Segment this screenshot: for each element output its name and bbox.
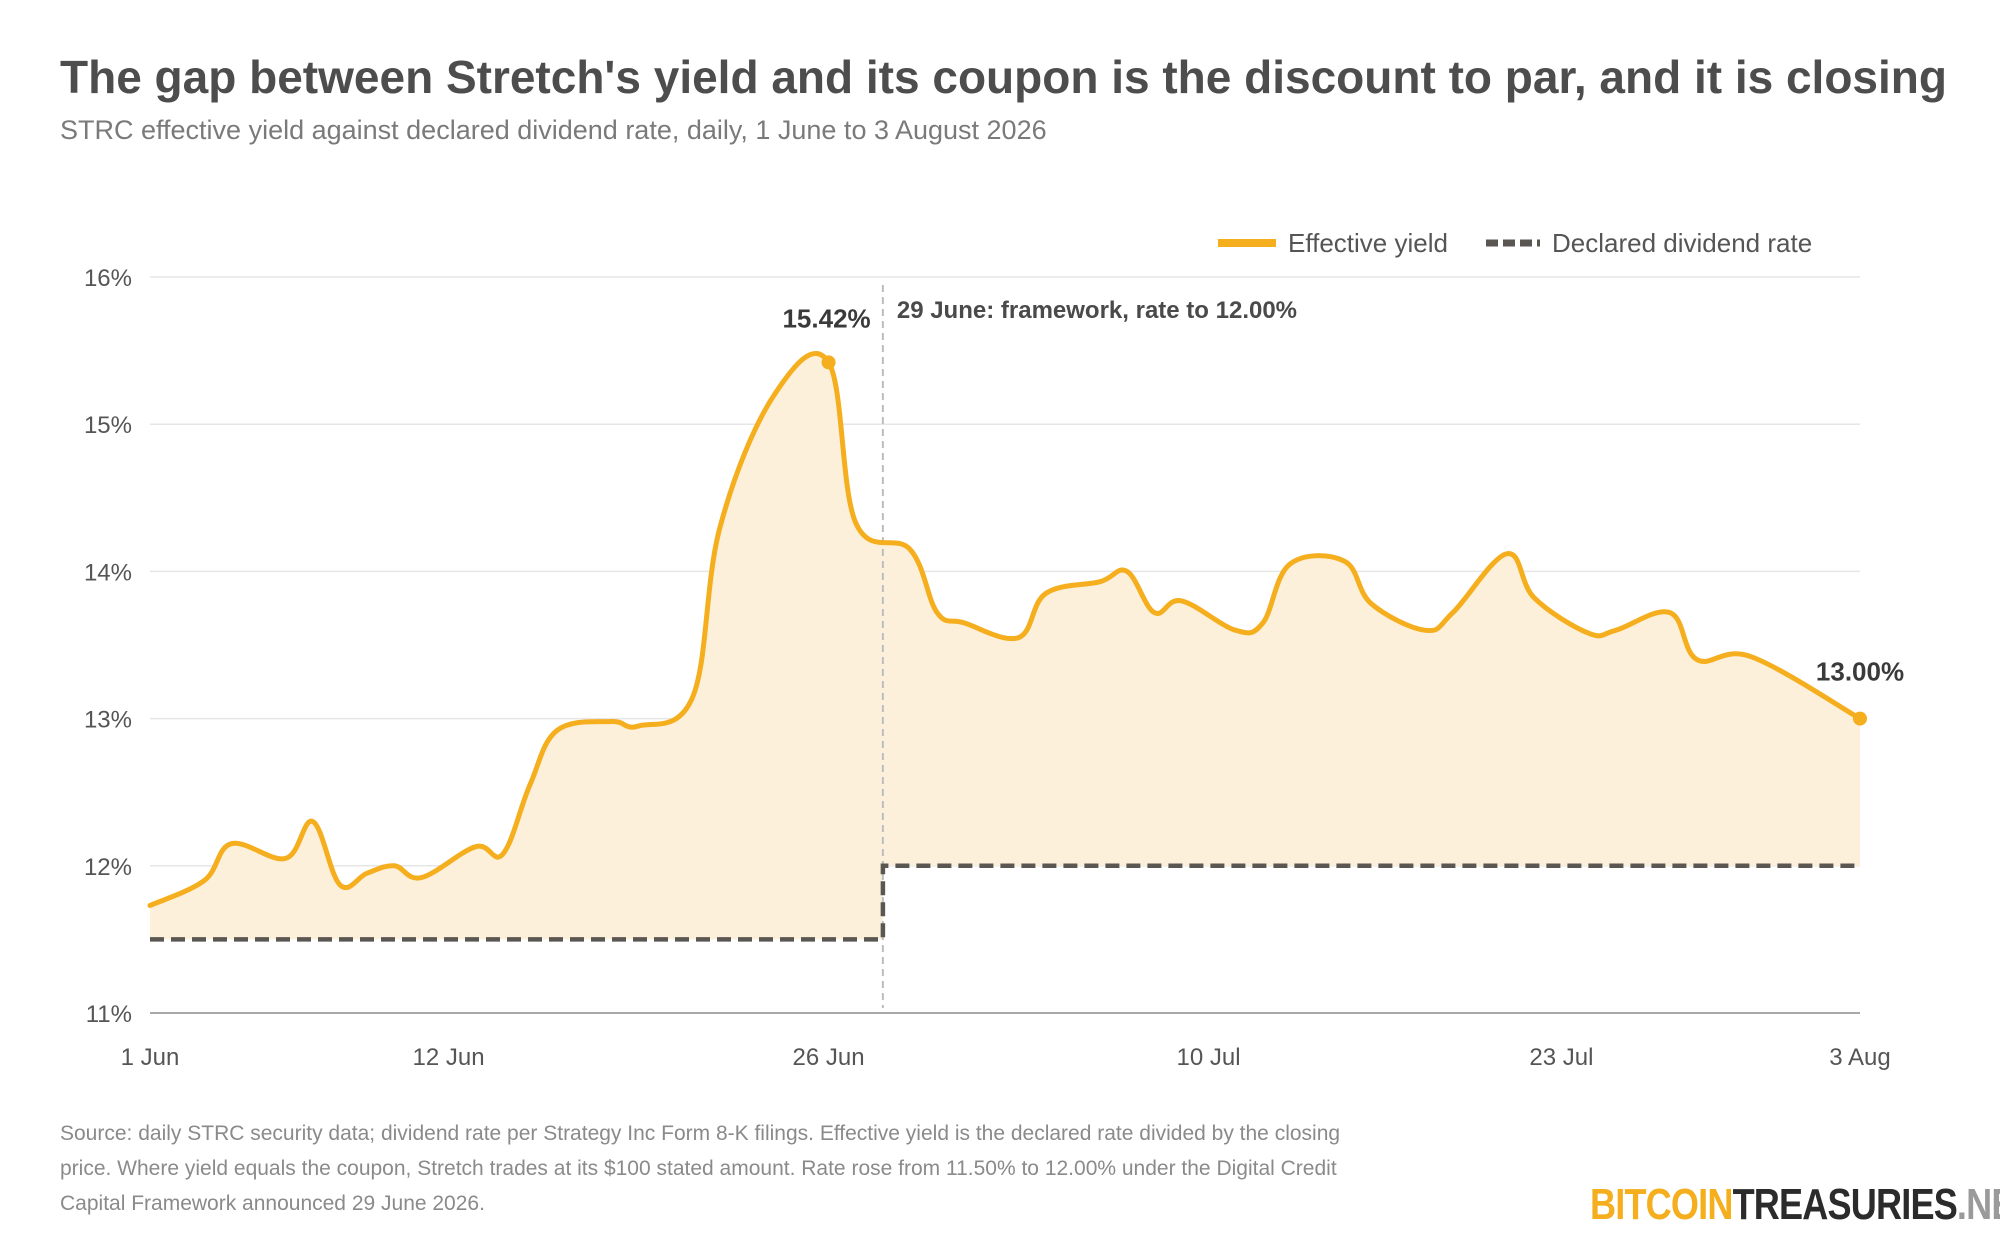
logo-part-net: .NET — [1956, 1180, 2000, 1229]
y-tick-label: 12% — [84, 854, 132, 881]
series-lines — [147, 351, 1863, 942]
logo-part-treasuries: TREASURIES — [1732, 1180, 1958, 1229]
effective-yield-line — [147, 351, 1863, 908]
yield-gap-area — [150, 353, 1860, 940]
chart-subtitle: STRC effective yield against declared di… — [60, 115, 1047, 145]
declared-dividend-rate-line — [150, 863, 1860, 942]
y-tick-label: 16% — [84, 265, 132, 292]
event-label: 29 June: framework, rate to 12.00% — [897, 297, 1297, 324]
gridlines: 11% 12% 13% 14% 15% 16% 1 Jun 12 Jun 26 Jun 10 Ju… — [84, 265, 1891, 1071]
highlight-value-label: 13.00% — [1816, 657, 1904, 687]
x-tick-label: 1 Jun — [121, 1044, 180, 1071]
x-tick-label: 26 Jun — [793, 1044, 865, 1071]
y-tick-label: 11% — [86, 1001, 132, 1028]
line-chart: 11% 12% 13% 14% 15% 16% 1 Jun 12 Jun 26 Jun 10 Ju… — [84, 228, 1904, 1071]
source-note: Source: daily STRC security data; divide… — [60, 1122, 1341, 1215]
bitcointreasuries-logo: BITCOINTREASURIES.NET — [1590, 1180, 2000, 1230]
x-tick-label: 3 Aug — [1829, 1044, 1890, 1071]
y-tick-label: 13% — [84, 707, 132, 734]
event-marker: 29 June: framework, rate to 12.00% — [881, 285, 1297, 1008]
logo-part-bitcoin: BITCOIN — [1590, 1180, 1733, 1229]
chart-title: The gap between Stretch's yield and its … — [60, 51, 1947, 103]
legend-label-effective-yield: Effective yield — [1288, 228, 1448, 258]
x-tick-label: 23 Jul — [1529, 1044, 1593, 1071]
x-tick-label: 12 Jun — [413, 1044, 485, 1071]
yield-area — [150, 353, 1860, 940]
legend-label-declared-dividend-rate: Declared dividend rate — [1552, 228, 1812, 258]
highlight-point — [1853, 711, 1867, 726]
x-tick-label: 10 Jul — [1177, 1044, 1241, 1071]
highlight-point — [821, 355, 836, 370]
labels: 15.42% 13.00% — [782, 303, 1904, 726]
y-tick-label: 14% — [84, 559, 132, 586]
highlight-value-label: 15.42% — [782, 303, 870, 333]
chart-legend: Effective yield Declared dividend rate — [1218, 228, 1812, 258]
y-tick-label: 15% — [84, 412, 132, 439]
